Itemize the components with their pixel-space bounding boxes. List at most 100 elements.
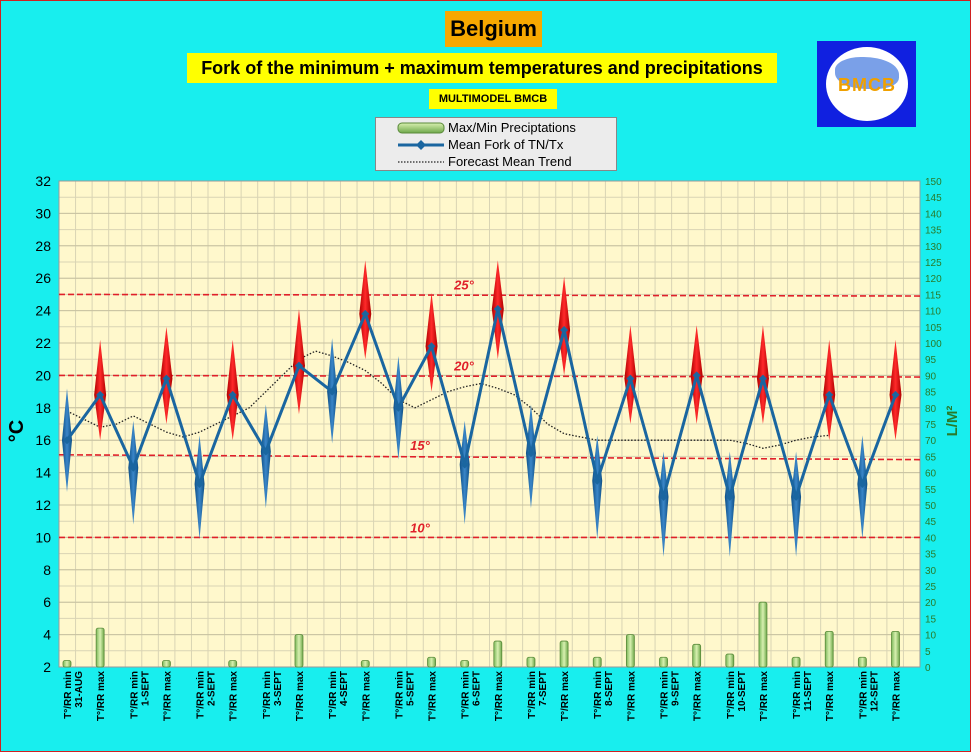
- x-date-label: 9-SEPT: [671, 671, 682, 706]
- x-tick-label: T°/RR max: [759, 671, 770, 722]
- precip-bar: [592, 656, 602, 668]
- precip-bar: [758, 601, 768, 668]
- y2-tick-label: 30: [925, 566, 937, 577]
- precip-bar: [659, 656, 668, 668]
- mean-point: [129, 463, 138, 472]
- x-tick-label: T°/RR min: [63, 671, 74, 719]
- mean-point: [460, 460, 469, 469]
- y2-tick-label: 140: [925, 209, 942, 220]
- x-date-label: 10-SEPT: [737, 671, 748, 712]
- y-tick-label: 32: [35, 173, 51, 189]
- precip-bar: [559, 640, 569, 668]
- y2-tick-label: 150: [925, 177, 942, 188]
- x-date-label: 3-SEPT: [273, 671, 284, 706]
- fork-marks: [62, 260, 902, 557]
- model-tag: MULTIMODEL BMCB: [429, 89, 557, 109]
- y2-tick-label: 40: [925, 533, 937, 544]
- mean-point: [195, 479, 204, 488]
- fork-max-mark: [94, 339, 107, 441]
- mean-point: [593, 476, 602, 485]
- mean-point: [659, 492, 668, 501]
- precip-bar: [460, 660, 470, 668]
- precip-bars: [62, 601, 900, 668]
- precip-bar: [725, 653, 735, 668]
- mean-line: [65, 307, 897, 499]
- y-axis-right: 0 5 10 15 20 25 30 35 40 45 50 55 60 65 70 75 80 85 90 95 10…: [925, 177, 942, 674]
- x-tick-label: T°/RR max: [892, 671, 903, 722]
- fork-min-mark: [724, 451, 735, 557]
- mean-swatch-icon: [398, 140, 444, 150]
- x-tick-label: T°/RR min: [858, 671, 869, 719]
- y2-tick-label: 5: [925, 647, 931, 658]
- x-tick-label: T°/RR min: [593, 671, 604, 719]
- y2-tick-label: 100: [925, 339, 942, 350]
- legend-label-mean: Mean Fork of TN/Tx: [448, 137, 564, 152]
- x-tick-label: T°/RR max: [162, 671, 173, 722]
- fork-max-mark: [558, 276, 571, 376]
- y2-tick-label: 55: [925, 485, 937, 496]
- mean-point: [63, 436, 71, 445]
- precip-bar: [625, 634, 635, 668]
- mean-point: [228, 390, 237, 399]
- grid-lines: [58, 180, 921, 668]
- mean-point: [526, 449, 535, 458]
- y2-tick-label: 65: [925, 452, 937, 463]
- y2-tick-label: 120: [925, 274, 942, 285]
- legend-label-precip: Max/Min Preciptations: [448, 120, 576, 135]
- y2-tick-label: 75: [925, 420, 937, 431]
- y-tick-label: 22: [35, 335, 51, 351]
- x-tick-label: T°/RR max: [361, 671, 372, 722]
- y2-tick-label: 70: [925, 436, 937, 447]
- mean-point: [560, 326, 569, 335]
- reference-label: 10°: [410, 520, 430, 535]
- mean-point: [758, 374, 767, 383]
- reference-lines: 25° 20° 15° 10°: [58, 277, 921, 539]
- mean-point: [361, 309, 370, 318]
- x-date-label: 2-SEPT: [207, 671, 218, 706]
- x-tick-label: T°/RR min: [262, 671, 273, 719]
- y2-tick-label: 85: [925, 388, 937, 399]
- fork-min-mark: [260, 404, 271, 509]
- y-tick-label: 20: [35, 367, 51, 383]
- fork-max-mark: [292, 308, 305, 415]
- trend-series: [66, 350, 830, 449]
- y-tick-label: 8: [43, 562, 51, 578]
- precip-swatch-icon: [397, 122, 445, 134]
- x-tick-label: T°/RR min: [196, 671, 207, 719]
- mean-point: [294, 361, 303, 370]
- mean-point: [162, 374, 171, 383]
- x-date-label: 4-SEPT: [339, 671, 350, 706]
- fork-max-mark: [624, 325, 637, 424]
- x-tick-label: T°/RR max: [825, 671, 836, 722]
- bmcb-logo: BMCB: [817, 41, 916, 127]
- mean-point: [792, 492, 801, 501]
- y2-tick-label: 135: [925, 226, 942, 237]
- y2-tick-label: 115: [925, 290, 941, 301]
- x-date-label: 5-SEPT: [405, 671, 416, 706]
- mean-point: [692, 371, 701, 380]
- x-tick-label: T°/RR max: [428, 671, 439, 722]
- y-axis-title: °C: [6, 420, 28, 442]
- y-tick-label: 4: [43, 627, 51, 643]
- fork-max-mark: [359, 260, 372, 360]
- y2-tick-label: 145: [925, 193, 942, 204]
- fork-min-mark: [658, 451, 669, 557]
- x-date-label: 8-SEPT: [604, 671, 615, 706]
- precip-bar: [95, 627, 105, 668]
- x-tick-label: T°/RR max: [96, 671, 107, 722]
- belgium-map-icon: [835, 57, 899, 89]
- fork-min-mark: [791, 451, 802, 557]
- precip-bar: [228, 660, 238, 668]
- fork-max-mark: [226, 339, 239, 441]
- y2-axis-title: L/M²: [944, 406, 961, 437]
- y-tick-label: 6: [43, 594, 51, 610]
- precip-bar: [427, 656, 436, 668]
- y2-tick-label: 125: [925, 258, 942, 269]
- precip-bar: [294, 634, 304, 668]
- legend-item-trend: Forecast Mean Trend: [376, 153, 616, 170]
- plot-border: [58, 180, 921, 668]
- fork-max-mark: [425, 292, 438, 392]
